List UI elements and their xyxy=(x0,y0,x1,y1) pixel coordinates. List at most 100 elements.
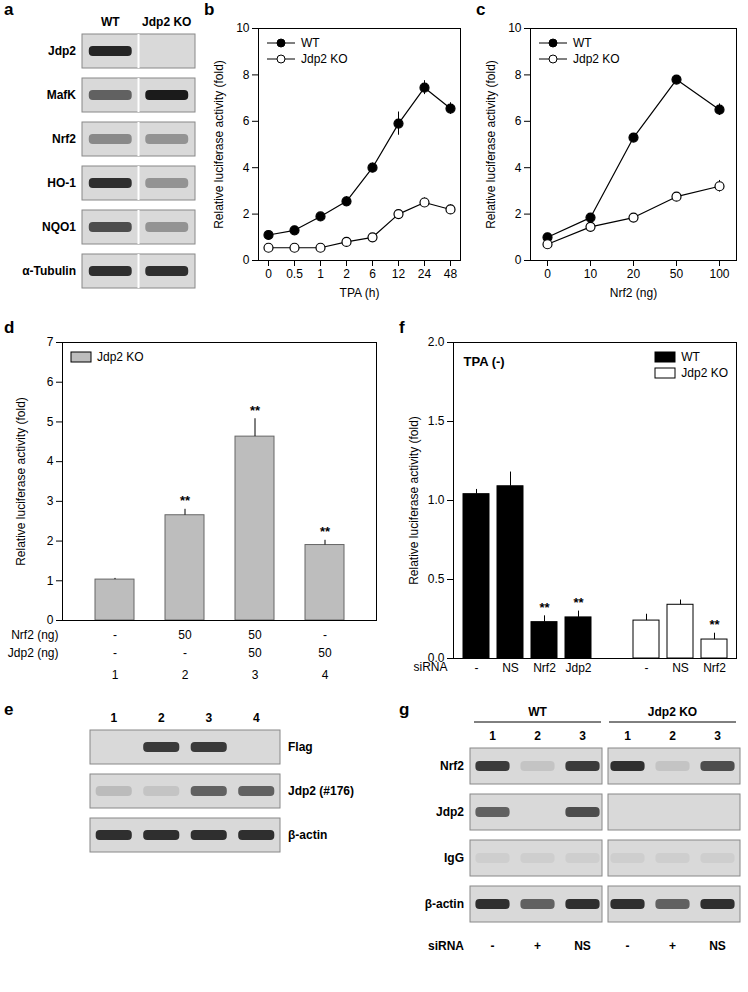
svg-text:IgG: IgG xyxy=(444,851,464,865)
svg-text:Flag: Flag xyxy=(288,740,313,754)
svg-text:48: 48 xyxy=(444,267,458,281)
svg-text:NS: NS xyxy=(574,939,591,953)
svg-text:4: 4 xyxy=(322,668,329,682)
svg-text:50: 50 xyxy=(178,628,192,642)
svg-text:24: 24 xyxy=(418,267,432,281)
svg-text:MafK: MafK xyxy=(47,88,77,102)
svg-text:Relative luciferase activity (: Relative luciferase activity (fold) xyxy=(212,60,226,229)
svg-text:-: - xyxy=(113,628,117,642)
svg-text:2: 2 xyxy=(47,534,54,548)
svg-text:1: 1 xyxy=(317,267,324,281)
svg-text:3: 3 xyxy=(47,494,54,508)
svg-text:10: 10 xyxy=(236,21,250,35)
svg-text:β-actin: β-actin xyxy=(288,828,327,842)
svg-text:+: + xyxy=(534,939,541,953)
svg-text:Nrf2: Nrf2 xyxy=(703,661,726,675)
svg-text:4: 4 xyxy=(253,711,260,725)
svg-text:-: - xyxy=(491,939,495,953)
svg-text:HO-1: HO-1 xyxy=(47,176,76,190)
svg-text:siRNA: siRNA xyxy=(428,939,464,953)
svg-text:**: ** xyxy=(709,617,720,632)
svg-text:TPA (h): TPA (h) xyxy=(340,286,380,300)
svg-text:50: 50 xyxy=(248,628,262,642)
svg-text:2.0: 2.0 xyxy=(428,335,445,349)
svg-text:Nrf2: Nrf2 xyxy=(52,132,76,146)
svg-text:6: 6 xyxy=(243,114,250,128)
svg-text:2: 2 xyxy=(343,267,350,281)
svg-text:1.5: 1.5 xyxy=(428,414,445,428)
svg-text:0: 0 xyxy=(515,253,522,267)
svg-text:Jdp2: Jdp2 xyxy=(436,805,464,819)
svg-text:0: 0 xyxy=(243,253,250,267)
svg-text:0.5: 0.5 xyxy=(286,267,303,281)
svg-text:2: 2 xyxy=(515,207,522,221)
svg-text:Jdp2 KO: Jdp2 KO xyxy=(648,705,697,719)
svg-text:50: 50 xyxy=(318,646,332,660)
svg-text:1: 1 xyxy=(47,574,54,588)
svg-text:NS: NS xyxy=(709,939,726,953)
svg-text:1: 1 xyxy=(624,729,631,743)
svg-text:-: - xyxy=(645,661,649,675)
svg-text:10: 10 xyxy=(508,21,522,35)
svg-text:4: 4 xyxy=(243,161,250,175)
svg-text:1: 1 xyxy=(489,729,496,743)
svg-text:NS: NS xyxy=(502,661,519,675)
svg-text:-: - xyxy=(475,661,479,675)
svg-text:TPA (-): TPA (-) xyxy=(464,354,505,369)
svg-text:1: 1 xyxy=(110,711,117,725)
svg-text:-: - xyxy=(183,646,187,660)
svg-text:8: 8 xyxy=(515,68,522,82)
svg-text:siRNA: siRNA xyxy=(413,660,447,674)
svg-text:**: ** xyxy=(180,493,191,508)
svg-text:Nrf2 (ng): Nrf2 (ng) xyxy=(11,628,58,642)
svg-text:Nrf2 (ng): Nrf2 (ng) xyxy=(610,286,657,300)
svg-text:4: 4 xyxy=(515,161,522,175)
svg-text:50: 50 xyxy=(670,267,684,281)
svg-text:2: 2 xyxy=(243,207,250,221)
svg-text:Nrf2: Nrf2 xyxy=(533,661,556,675)
svg-text:Jdp2 (ng): Jdp2 (ng) xyxy=(8,646,59,660)
svg-text:2: 2 xyxy=(534,729,541,743)
svg-text:0: 0 xyxy=(47,613,54,627)
svg-text:WT: WT xyxy=(528,705,547,719)
svg-text:0: 0 xyxy=(265,267,272,281)
svg-text:0.5: 0.5 xyxy=(428,572,445,586)
svg-text:20: 20 xyxy=(627,267,641,281)
svg-text:Relative luciferase activity (: Relative luciferase activity (fold) xyxy=(14,397,28,566)
svg-text:1.0: 1.0 xyxy=(428,493,445,507)
svg-text:3: 3 xyxy=(205,711,212,725)
svg-text:100: 100 xyxy=(709,267,729,281)
svg-text:5: 5 xyxy=(47,415,54,429)
svg-text:3: 3 xyxy=(714,729,721,743)
svg-text:3: 3 xyxy=(579,729,586,743)
svg-text:12: 12 xyxy=(392,267,406,281)
svg-text:7: 7 xyxy=(47,335,54,349)
svg-text:**: ** xyxy=(539,600,550,615)
svg-text:-: - xyxy=(113,646,117,660)
svg-text:WT: WT xyxy=(101,15,120,29)
svg-text:Nrf2: Nrf2 xyxy=(440,759,464,773)
svg-text:+: + xyxy=(669,939,676,953)
svg-text:α-Tubulin: α-Tubulin xyxy=(22,264,76,278)
svg-text:**: ** xyxy=(320,524,331,539)
svg-text:β-actin: β-actin xyxy=(425,897,464,911)
svg-text:-: - xyxy=(323,628,327,642)
svg-text:-: - xyxy=(626,939,630,953)
svg-text:6: 6 xyxy=(369,267,376,281)
svg-text:Jdp2: Jdp2 xyxy=(565,661,591,675)
svg-text:2: 2 xyxy=(158,711,165,725)
svg-text:6: 6 xyxy=(515,114,522,128)
svg-text:3: 3 xyxy=(252,668,259,682)
svg-text:2: 2 xyxy=(182,668,189,682)
svg-text:6: 6 xyxy=(47,375,54,389)
svg-text:0: 0 xyxy=(544,267,551,281)
svg-text:4: 4 xyxy=(47,454,54,468)
svg-text:NS: NS xyxy=(672,661,689,675)
svg-text:Relative luciferase activity (: Relative luciferase activity (fold) xyxy=(407,416,421,585)
svg-text:**: ** xyxy=(573,595,584,610)
svg-text:50: 50 xyxy=(248,646,262,660)
svg-text:NQO1: NQO1 xyxy=(42,220,76,234)
svg-text:1: 1 xyxy=(112,668,119,682)
svg-text:Jdp2 (#176): Jdp2 (#176) xyxy=(288,784,354,798)
svg-text:**: ** xyxy=(250,403,261,418)
